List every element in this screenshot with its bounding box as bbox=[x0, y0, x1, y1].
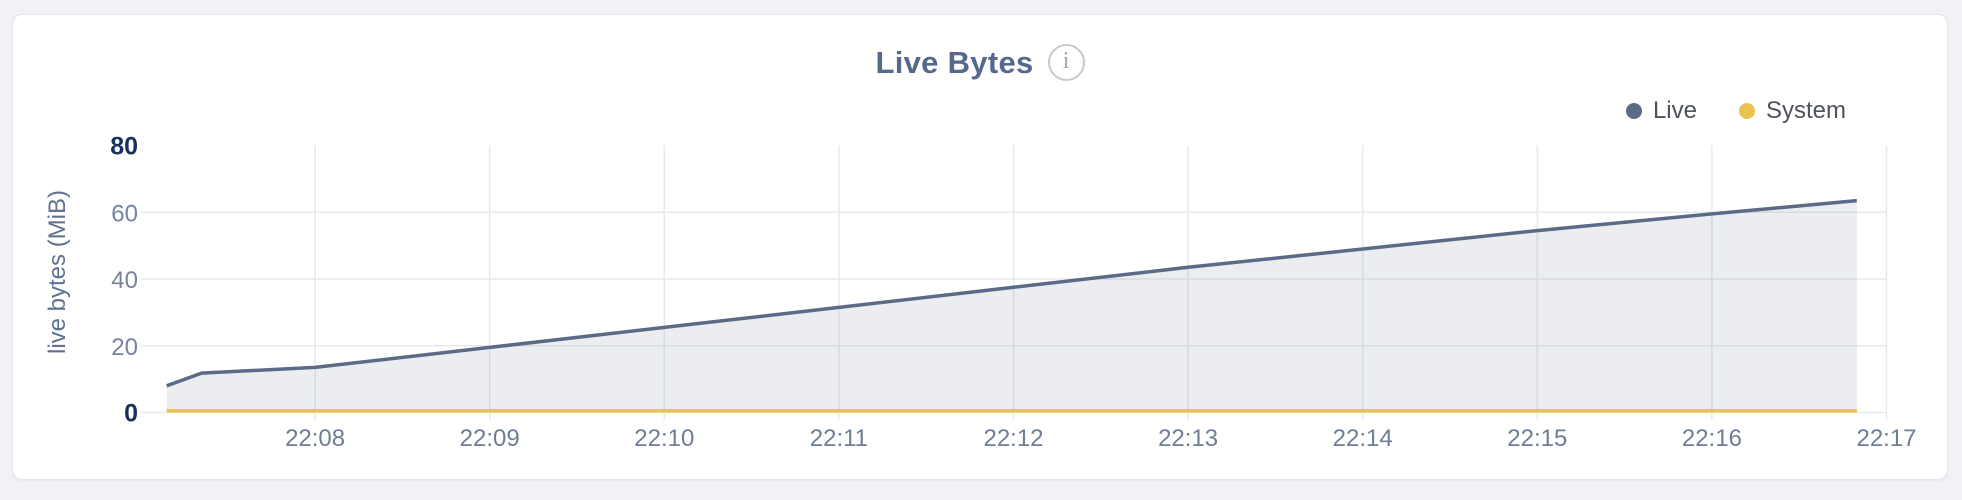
y-tick-label: 20 bbox=[111, 334, 138, 361]
legend-label: System bbox=[1765, 97, 1846, 124]
live-line bbox=[166, 198, 1857, 388]
legend-item-live[interactable]: Live bbox=[1625, 97, 1697, 125]
legend-dot-live-icon bbox=[1625, 103, 1642, 119]
legend: Live System bbox=[1625, 97, 1846, 125]
y-tick-label: 60 bbox=[111, 200, 138, 227]
y-tick-label: 40 bbox=[111, 267, 138, 294]
info-icon[interactable]: i bbox=[1047, 44, 1085, 81]
x-tick-label: 22:14 bbox=[1333, 425, 1393, 452]
x-tick-label: 22:08 bbox=[285, 425, 345, 452]
legend-label: Live bbox=[1652, 97, 1697, 124]
x-tick-label: 22:17 bbox=[1856, 425, 1916, 452]
y-tick-label: 80 bbox=[110, 133, 138, 161]
chart-card bbox=[12, 14, 1948, 480]
chart-title: Live Bytes bbox=[875, 44, 1034, 80]
x-tick-label: 22:09 bbox=[460, 425, 520, 452]
x-tick-label: 22:10 bbox=[634, 425, 694, 452]
x-tick-label: 22:15 bbox=[1507, 425, 1567, 452]
x-tick-label: 22:13 bbox=[1158, 425, 1218, 452]
legend-dot-system-icon bbox=[1738, 103, 1755, 119]
chart-header: Live Bytes i bbox=[12, 44, 1948, 81]
live-area bbox=[166, 200, 1857, 413]
x-tick-label: 22:12 bbox=[983, 425, 1043, 452]
x-tick-label: 22:11 bbox=[810, 425, 868, 452]
x-tick-label: 22:16 bbox=[1682, 425, 1742, 452]
legend-item-system[interactable]: System bbox=[1738, 97, 1846, 125]
y-tick-label: 0 bbox=[124, 400, 138, 428]
